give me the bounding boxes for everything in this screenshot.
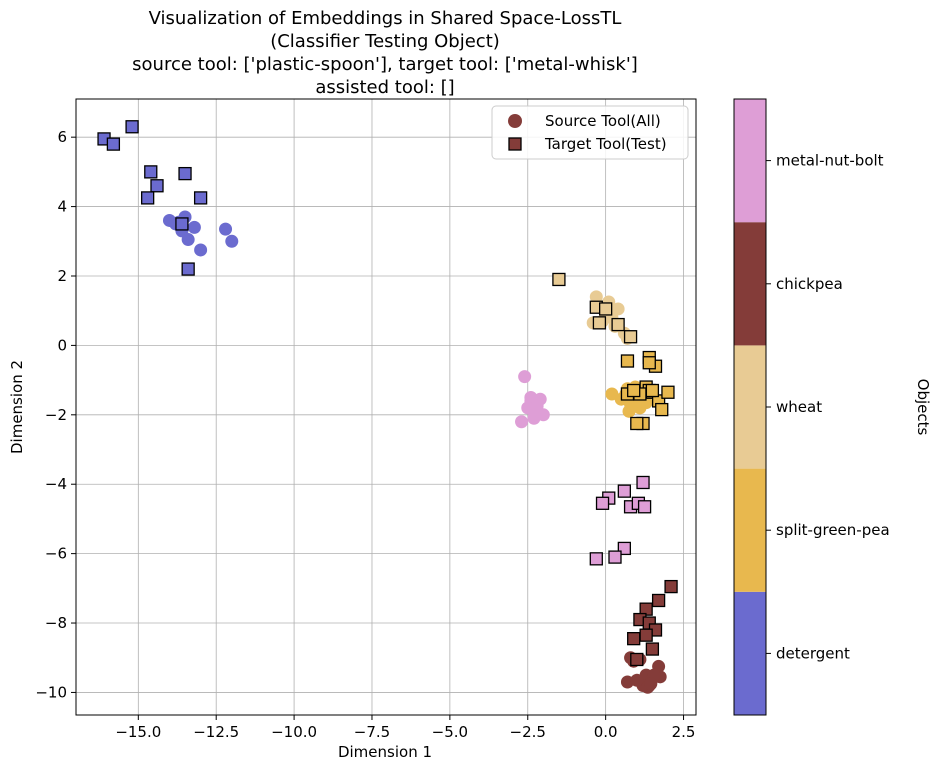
- colorbar-segment-detergent: [734, 591, 766, 715]
- y-tick-label: 6: [57, 128, 67, 146]
- source-point-detergent: [225, 234, 239, 248]
- source-point-metal-nut-bolt: [515, 415, 529, 429]
- title-line-2: (Classifier Testing Object): [270, 31, 500, 52]
- colorbar-segment-metal-nut-bolt: [734, 99, 766, 223]
- target-point-wheat: [611, 317, 625, 332]
- legend-label: Source Tool(All): [545, 112, 661, 130]
- target-point-metal-nut-bolt: [595, 496, 610, 510]
- target-point-chickpea: [664, 579, 678, 594]
- title-line-4: assisted tool: []: [315, 77, 454, 98]
- target-point-detergent: [193, 191, 208, 205]
- target-point-detergent: [150, 179, 164, 193]
- target-point-chickpea: [639, 628, 653, 642]
- target-point-metal-nut-bolt: [637, 500, 652, 514]
- source-point-wheat: [589, 290, 603, 304]
- colorbar: detergent split-green-pea wheat chickpea met…: [733, 98, 890, 716]
- target-point-chickpea: [630, 652, 644, 667]
- data-points: [97, 120, 678, 694]
- y-tick-label: 2: [57, 267, 67, 285]
- source-point-detergent: [181, 233, 195, 247]
- x-tick-label: −12.5: [193, 723, 239, 741]
- source-point-chickpea: [630, 673, 644, 687]
- colorbar-tick-label: detergent: [776, 644, 850, 662]
- target-point-detergent: [144, 165, 158, 179]
- target-point-split-green-pea: [642, 356, 656, 370]
- target-point-wheat: [598, 302, 613, 316]
- target-point-split-green-pea: [620, 354, 635, 368]
- y-tick-label: −6: [45, 545, 67, 563]
- y-tick-label: 0: [57, 336, 67, 354]
- target-point-detergent: [181, 262, 195, 276]
- target-point-detergent: [106, 137, 121, 151]
- x-tick-label: −15.0: [115, 723, 161, 741]
- target-point-wheat: [552, 272, 566, 287]
- legend-label: Target Tool(Test): [544, 135, 667, 153]
- plot-area: [75, 98, 697, 716]
- target-point-chickpea: [645, 642, 660, 656]
- target-point-wheat: [592, 316, 607, 330]
- target-point-metal-nut-bolt: [636, 475, 650, 490]
- target-point-detergent: [125, 120, 139, 134]
- target-point-split-green-pea: [645, 383, 660, 398]
- y-tick-label: −4: [45, 475, 67, 493]
- target-point-split-green-pea: [661, 385, 675, 399]
- colorbar-segment-chickpea: [734, 222, 766, 346]
- title-line-3: source tool: ['plastic-spoon'], target t…: [132, 54, 638, 75]
- source-point-chickpea: [644, 677, 658, 691]
- target-point-detergent: [175, 217, 189, 231]
- legend-marker-circle: [508, 114, 522, 128]
- y-tick-label: −8: [45, 614, 67, 632]
- target-point-chickpea: [651, 593, 666, 608]
- y-tick-label: −10: [35, 683, 67, 701]
- target-point-split-green-pea: [630, 416, 644, 431]
- x-tick-label: −5.0: [432, 723, 468, 741]
- title-line-1: Visualization of Embeddings in Shared Sp…: [149, 8, 622, 29]
- colorbar-segment-split-green-pea: [734, 468, 766, 592]
- colorbar-label: Objects: [914, 379, 932, 436]
- grid: [76, 99, 696, 715]
- target-point-chickpea: [627, 632, 641, 646]
- source-point-detergent: [187, 220, 201, 234]
- source-point-metal-nut-bolt: [518, 370, 532, 384]
- x-axis-ticks: −15.0 −12.5 −10.0 −7.5 −5.0 −2.5 0.0 2.5: [115, 715, 695, 741]
- source-point-detergent: [194, 243, 208, 257]
- target-point-split-green-pea: [627, 383, 641, 398]
- colorbar-tick-label: split-green-pea: [776, 521, 890, 539]
- x-axis-label: Dimension 1: [338, 743, 432, 761]
- y-axis-ticks: −10 −8 −6 −4 −2 0 2 4 6: [35, 128, 76, 701]
- target-point-split-green-pea: [655, 402, 669, 417]
- x-tick-label: −2.5: [510, 723, 546, 741]
- y-tick-label: −2: [45, 406, 67, 424]
- source-point-split-green-pea: [622, 404, 636, 418]
- target-point-metal-nut-bolt: [589, 552, 603, 566]
- colorbar-tick-label: metal-nut-bolt: [776, 152, 884, 170]
- target-point-metal-nut-bolt: [608, 550, 622, 564]
- x-tick-label: 0.0: [594, 723, 618, 741]
- x-tick-label: −10.0: [271, 723, 317, 741]
- y-tick-label: 4: [57, 198, 67, 216]
- colorbar-frame: [733, 98, 767, 716]
- legend-box: [491, 105, 689, 160]
- target-point-detergent: [178, 166, 192, 181]
- legend-marker-square: [508, 137, 522, 151]
- target-point-detergent: [141, 191, 155, 205]
- colorbar-tick-label: chickpea: [776, 275, 843, 293]
- source-point-detergent: [219, 222, 233, 236]
- y-axis-label: Dimension 2: [8, 360, 26, 454]
- x-tick-label: 2.5: [672, 723, 696, 741]
- x-tick-label: −7.5: [354, 723, 390, 741]
- colorbar-segment-wheat: [734, 345, 766, 469]
- chart-title: Visualization of Embeddings in Shared Sp…: [132, 8, 638, 98]
- colorbar-tick-label: wheat: [776, 398, 822, 416]
- legend: Source Tool(All) Target Tool(Test): [491, 105, 689, 160]
- source-point-metal-nut-bolt: [525, 403, 539, 417]
- target-point-wheat: [623, 330, 638, 344]
- target-point-metal-nut-bolt: [617, 484, 631, 498]
